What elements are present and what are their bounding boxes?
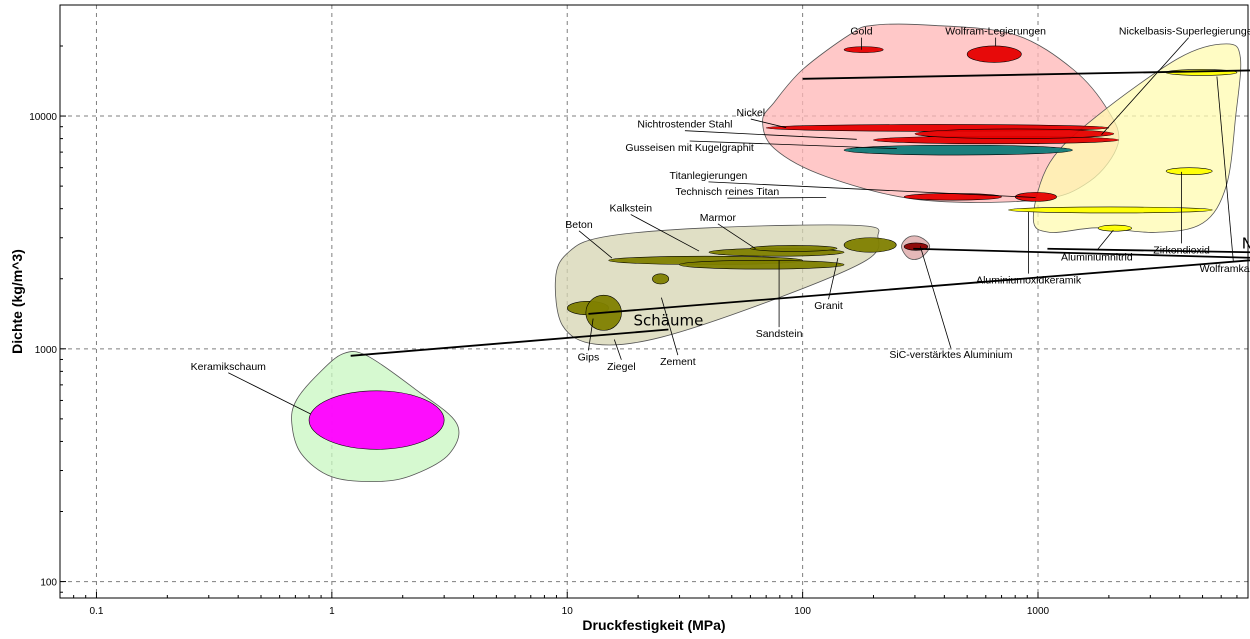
bubble-marmor — [750, 245, 838, 252]
family-leader-schaume — [350, 328, 669, 357]
material-label-wolframkarbid: Wolframkarbid — [1200, 263, 1250, 275]
x-tick-label: 1000 — [1027, 606, 1050, 617]
bubble-aluminiumnitrid — [1097, 224, 1132, 232]
leader-aluminiumnitrid — [1096, 229, 1114, 251]
material-label-aluminiumoxidkeramik: Aluminiumoxidkeramik — [976, 275, 1082, 287]
material-label-gips: Gips — [578, 351, 600, 363]
material-label-sic-verstarktes-aluminium: SiC-verstärktes Aluminium — [889, 349, 1012, 361]
material-label-nichtrostender-stahl: Nichtrostender Stahl — [637, 119, 732, 131]
leader-marmor — [717, 223, 756, 250]
y-tick-label: 1000 — [35, 345, 58, 356]
leader-sic-verstarktes-aluminium — [919, 246, 952, 349]
bubble-gusseisen-mit-kugelgraphit — [843, 144, 1073, 156]
bubble-aluminiumoxidkeramik — [1008, 206, 1213, 214]
leader-nickel — [750, 118, 787, 129]
family-label-nichttechnische-keramiken: Nichttechnische Keramiken — [1242, 235, 1250, 253]
plot-frame — [59, 4, 1249, 599]
leader-gusseisen-mit-kugelgraphit — [689, 140, 897, 150]
bubble-zement — [652, 273, 670, 285]
family-leader-metalle — [802, 69, 1250, 80]
material-label-granit: Granit — [814, 300, 843, 312]
leader-gips — [588, 318, 594, 351]
leader-beton — [578, 230, 613, 259]
material-label-kalkstein: Kalkstein — [609, 202, 652, 214]
material-bubbles — [308, 45, 1238, 450]
leader-technisch-reines-titan — [727, 197, 827, 199]
bubble-granit — [843, 237, 897, 253]
bubble-technisch-reines-titan — [903, 193, 1002, 201]
material-label-nickelbasis-superlegierungen: Nickelbasis-Superlegierungen — [1119, 26, 1250, 38]
material-label-sandstein: Sandstein — [756, 328, 803, 340]
leader-granit — [828, 257, 839, 300]
material-label-ziegel: Ziegel — [607, 361, 636, 373]
material-label-technisch-reines-titan: Technisch reines Titan — [675, 186, 779, 198]
bubble-gold — [843, 46, 884, 53]
leader-nichtrostender-stahl — [684, 130, 857, 140]
family-leader-nichttechnische-keramiken — [588, 259, 1250, 315]
bubble-nickelbasis-superlegierungen — [914, 128, 1115, 139]
material-label-zirkondioxid: Zirkondioxid — [1153, 244, 1210, 256]
material-label-marmor: Marmor — [700, 212, 737, 224]
y-tick-label: 100 — [40, 578, 57, 589]
y-axis-title: Dichte (kg/m^3) — [9, 249, 25, 354]
material-label-wolfram-legierungen: Wolfram-Legierungen — [945, 26, 1046, 38]
material-label-keramikschaum: Keramikschaum — [191, 361, 267, 373]
material-label-gusseisen-mit-kugelgraphit: Gusseisen mit Kugelgraphit — [625, 142, 753, 154]
material-label-titanlegierungen: Titanlegierungen — [670, 170, 748, 182]
bubble-keramikschaum — [308, 390, 445, 450]
leader-titanlegierungen — [708, 181, 1036, 198]
x-axis-title: Druckfestigkeit (MPa) — [582, 617, 725, 633]
material-label-beton: Beton — [565, 219, 593, 231]
envelope-technische-keramiken — [1032, 43, 1242, 234]
leader-wolframkarbid — [1216, 76, 1234, 263]
leader-keramikschaum — [228, 372, 311, 415]
leader-lines — [228, 37, 1250, 415]
bubble-zirkondioxid — [1165, 167, 1213, 175]
x-tick-label: 10 — [562, 606, 574, 617]
axes: Druckfestigkeit (MPa) Dichte (kg/m^3) 0.… — [9, 4, 1249, 633]
material-label-zement: Zement — [660, 356, 696, 368]
y-tick-label: 10000 — [29, 112, 57, 123]
x-tick-label: 0.1 — [90, 606, 104, 617]
material-label-gold: Gold — [850, 26, 872, 38]
bubble-wolfram-legierungen — [966, 45, 1022, 63]
leader-ziegel — [613, 339, 622, 360]
bubble-sandstein — [679, 260, 845, 270]
material-label-nickel: Nickel — [737, 107, 766, 119]
material-labels: Gold Wolfram-Legierungen Nickel Nichtrosten… — [191, 26, 1250, 373]
leader-kalkstein — [630, 214, 700, 252]
envelope-metalle — [762, 23, 1120, 203]
leader-nickelbasis-superlegierungen — [1101, 37, 1189, 135]
x-tick-label: 100 — [794, 606, 811, 617]
x-tick-label: 1 — [329, 606, 335, 617]
family-label-schaume: Schäume — [634, 312, 704, 330]
material-label-aluminiumnitrid: Aluminiumnitrid — [1061, 251, 1133, 263]
